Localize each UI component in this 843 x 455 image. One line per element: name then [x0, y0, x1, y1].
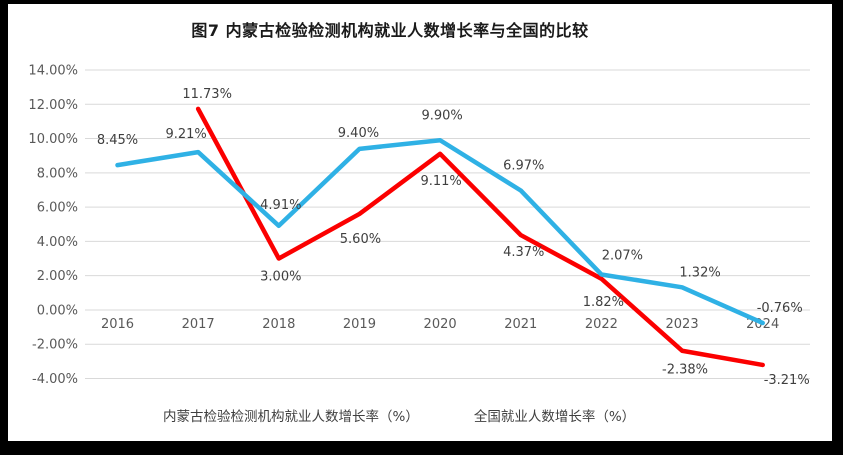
data-label: 9.21% [165, 127, 206, 142]
y-axis-tick: 6.00% [37, 201, 78, 216]
red-line-swatch [120, 413, 158, 418]
chart-legend: 内蒙古检验检测机构就业人数增长率（%） 全国就业人数增长率（%） [120, 405, 635, 425]
x-axis-tick: 2016 [101, 317, 134, 332]
data-label: 8.45% [97, 133, 138, 148]
data-label: 11.73% [182, 87, 232, 102]
data-label: 3.00% [260, 270, 301, 285]
data-label: 1.32% [679, 265, 720, 280]
y-axis-tick: 0.00% [37, 303, 78, 318]
y-axis-tick: 2.00% [37, 269, 78, 284]
data-label: 4.91% [260, 198, 301, 213]
data-label: -0.76% [757, 301, 803, 316]
line-chart-plot: 14.00% 12.00% 10.00% 8.00% 6.00% 4.00% 2.00% 0.… [28, 64, 810, 388]
y-axis-tick: -2.00% [32, 338, 78, 353]
chart-canvas: 图7 内蒙古检验检测机构就业人数增长率与全国的比较 14.00% 12.00% 10… [8, 4, 832, 441]
x-axis-tick: 2023 [666, 317, 699, 332]
y-axis-tick: -4.00% [32, 372, 78, 387]
data-label: 2.07% [602, 248, 643, 263]
legend-item-neimenggu: 内蒙古检验检测机构就业人数增长率（%） [120, 405, 419, 425]
blue-line-swatch [429, 413, 469, 418]
y-axis-tick: 14.00% [28, 64, 78, 79]
data-label: -3.21% [764, 373, 810, 388]
legend-label-neimenggu: 内蒙古检验检测机构就业人数增长率（%） [163, 409, 419, 425]
y-axis-tick: 10.00% [28, 132, 78, 147]
x-axis-tick: 2018 [262, 317, 295, 332]
series-line-0 [195, 106, 765, 368]
y-axis-tick: 4.00% [37, 235, 78, 250]
chart-title: 图7 内蒙古检验检测机构就业人数增长率与全国的比较 [191, 21, 589, 40]
data-label: 4.37% [503, 245, 544, 260]
legend-item-national: 全国就业人数增长率（%） [429, 405, 635, 425]
data-label: 9.11% [420, 174, 461, 189]
data-label: 5.60% [340, 232, 381, 247]
data-label: 1.82% [583, 295, 624, 310]
x-axis-tick: 2017 [182, 317, 215, 332]
y-axis-tick: 12.00% [28, 98, 78, 113]
data-label: 9.90% [421, 108, 462, 123]
y-axis-tick: 8.00% [37, 166, 78, 181]
x-axis-tick: 2021 [504, 317, 537, 332]
data-label: 9.40% [338, 126, 379, 141]
data-label: 6.97% [503, 158, 544, 173]
x-axis-tick: 2019 [343, 317, 376, 332]
x-axis-tick: 2022 [585, 317, 618, 332]
legend-label-national: 全国就业人数增长率（%） [473, 409, 636, 425]
series-line-1 [115, 138, 765, 326]
x-axis-tick: 2020 [424, 317, 457, 332]
data-label: -2.38% [662, 363, 708, 378]
